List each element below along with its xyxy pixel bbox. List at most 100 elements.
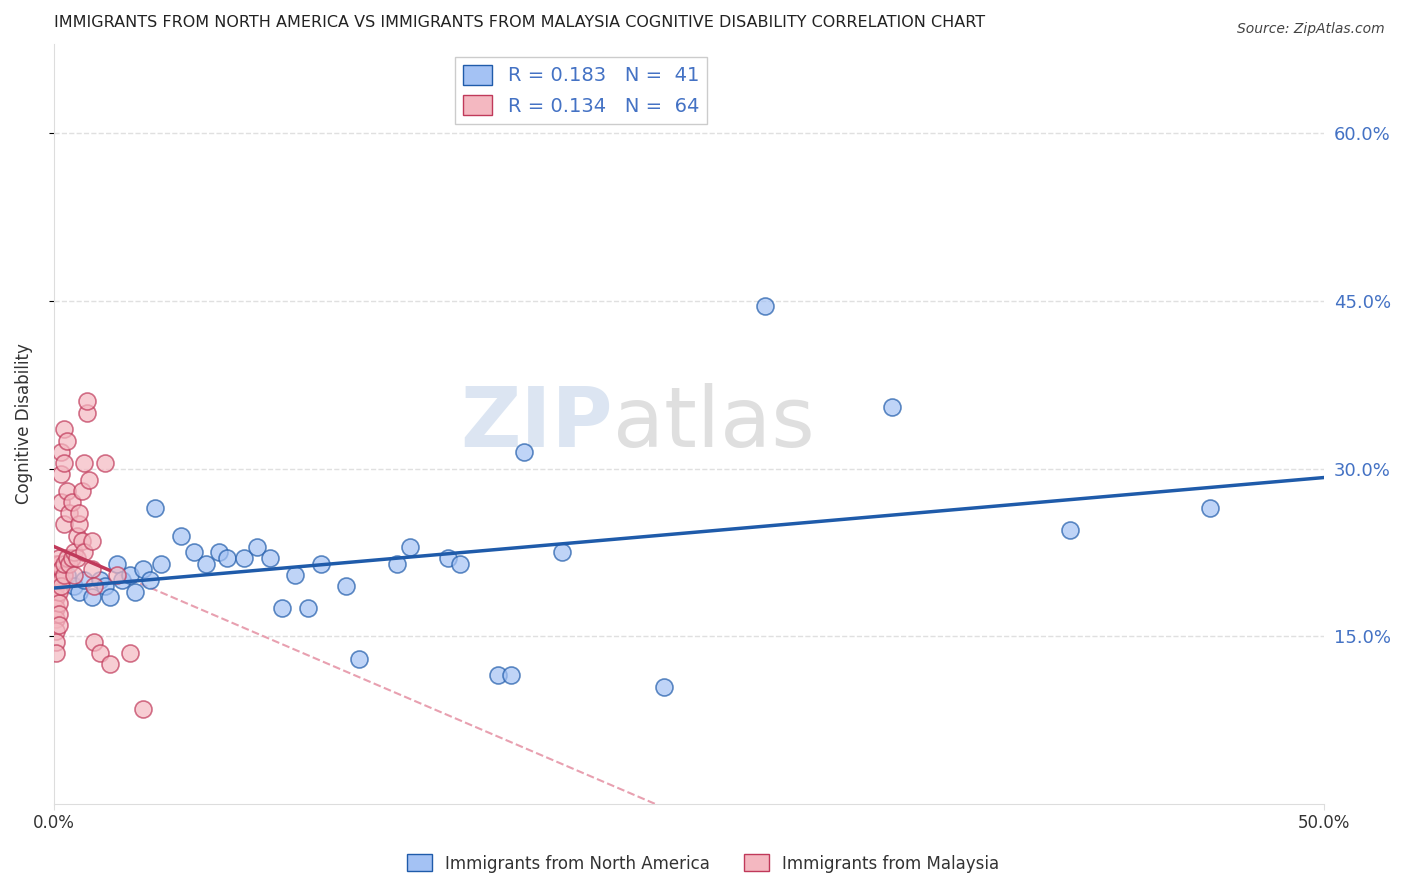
Point — [98, 657, 121, 672]
Point — [80, 590, 103, 604]
Point — [51, 562, 73, 576]
Text: IMMIGRANTS FROM NORTH AMERICA VS IMMIGRANTS FROM MALAYSIA COGNITIVE DISABILITY C: IMMIGRANTS FROM NORTH AMERICA VS IMMIGRA… — [53, 15, 986, 30]
Point — [513, 444, 536, 458]
Point — [51, 574, 73, 588]
Point — [398, 540, 420, 554]
Point — [89, 574, 111, 588]
Point — [53, 422, 76, 436]
Point — [170, 528, 193, 542]
Point — [55, 567, 77, 582]
Point — [55, 551, 77, 566]
Point — [51, 579, 73, 593]
Point — [45, 613, 67, 627]
Point — [233, 551, 256, 566]
Legend: R = 0.183   N =  41, R = 0.134   N =  64: R = 0.183 N = 41, R = 0.134 N = 64 — [456, 57, 707, 123]
Text: ZIP: ZIP — [460, 384, 613, 465]
Point — [309, 557, 332, 571]
Point — [45, 567, 67, 582]
Point — [66, 551, 89, 566]
Point — [60, 551, 83, 566]
Point — [58, 557, 80, 571]
Point — [551, 545, 574, 559]
Point — [754, 300, 776, 314]
Point — [51, 444, 73, 458]
Point — [48, 574, 70, 588]
Point — [246, 540, 269, 554]
Point — [118, 646, 141, 660]
Point — [139, 574, 162, 588]
Point — [145, 500, 167, 515]
Point — [48, 607, 70, 621]
Point — [45, 601, 67, 615]
Point — [335, 579, 357, 593]
Point — [67, 517, 90, 532]
Point — [1198, 500, 1220, 515]
Text: atlas: atlas — [613, 384, 814, 465]
Point — [73, 574, 96, 588]
Point — [63, 579, 86, 593]
Point — [882, 400, 904, 414]
Point — [48, 618, 70, 632]
Point — [48, 596, 70, 610]
Point — [55, 483, 77, 498]
Point — [385, 557, 408, 571]
Point — [53, 557, 76, 571]
Point — [284, 567, 307, 582]
Point — [195, 557, 218, 571]
Point — [48, 557, 70, 571]
Legend: Immigrants from North America, Immigrants from Malaysia: Immigrants from North America, Immigrant… — [401, 847, 1005, 880]
Point — [80, 562, 103, 576]
Point — [67, 506, 90, 520]
Point — [111, 574, 134, 588]
Point — [45, 624, 67, 638]
Point — [89, 646, 111, 660]
Point — [45, 557, 67, 571]
Point — [63, 567, 86, 582]
Point — [51, 467, 73, 482]
Point — [215, 551, 238, 566]
Point — [98, 590, 121, 604]
Point — [208, 545, 231, 559]
Point — [67, 584, 90, 599]
Point — [51, 495, 73, 509]
Point — [45, 590, 67, 604]
Point — [118, 567, 141, 582]
Point — [501, 668, 523, 682]
Point — [83, 579, 105, 593]
Point — [132, 562, 155, 576]
Point — [124, 584, 146, 599]
Point — [63, 545, 86, 559]
Point — [347, 651, 370, 665]
Point — [76, 394, 98, 409]
Point — [53, 567, 76, 582]
Point — [70, 534, 93, 549]
Point — [70, 483, 93, 498]
Point — [80, 534, 103, 549]
Point — [45, 635, 67, 649]
Point — [297, 601, 319, 615]
Point — [105, 567, 128, 582]
Point — [488, 668, 510, 682]
Point — [48, 551, 70, 566]
Point — [76, 406, 98, 420]
Point — [66, 528, 89, 542]
Text: Source: ZipAtlas.com: Source: ZipAtlas.com — [1237, 22, 1385, 37]
Point — [259, 551, 281, 566]
Point — [271, 601, 294, 615]
Point — [53, 517, 76, 532]
Point — [73, 545, 96, 559]
Point — [93, 579, 115, 593]
Point — [105, 557, 128, 571]
Point — [436, 551, 458, 566]
Point — [48, 584, 70, 599]
Point — [93, 456, 115, 470]
Point — [60, 495, 83, 509]
Point — [58, 506, 80, 520]
Point — [83, 635, 105, 649]
Point — [149, 557, 172, 571]
Point — [55, 434, 77, 448]
Y-axis label: Cognitive Disability: Cognitive Disability — [15, 343, 32, 504]
Point — [79, 473, 101, 487]
Point — [449, 557, 471, 571]
Point — [1059, 523, 1081, 537]
